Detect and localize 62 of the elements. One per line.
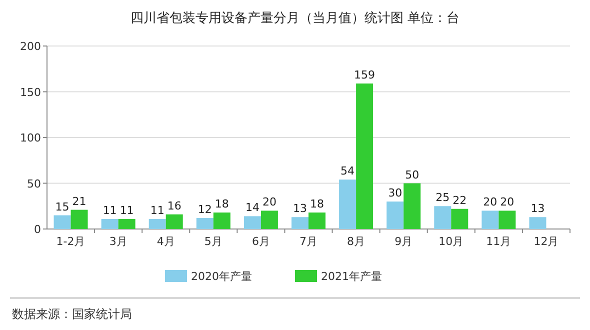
y-tick-label: 200 (20, 40, 41, 53)
y-tick-label: 50 (27, 177, 41, 190)
bar (196, 218, 214, 229)
data-label: 18 (214, 198, 229, 211)
data-label: 11 (102, 204, 117, 217)
source-note: 数据来源：国家统计局 (12, 307, 132, 321)
bar (339, 180, 356, 229)
legend-label: 2020年产量 (191, 270, 252, 283)
x-tick-label: 5月 (204, 235, 222, 248)
bar (148, 218, 166, 229)
x-tick-label: 9月 (394, 235, 413, 248)
bar (529, 217, 546, 229)
bar (308, 212, 326, 229)
bar (101, 218, 118, 229)
bar (70, 210, 88, 229)
data-label: 13 (530, 202, 545, 216)
bar (213, 212, 230, 229)
data-label: 12 (198, 203, 212, 216)
x-tick-label: 7月 (300, 235, 318, 248)
data-label: 20 (483, 196, 498, 209)
x-tick-label: 8月 (347, 235, 366, 248)
bar (386, 202, 404, 229)
y-tick-label: 100 (20, 132, 41, 144)
chart-title: 四川省包装专用设备产量分月（当月值）统计图 单位：台 (130, 11, 460, 26)
bar (244, 216, 261, 229)
data-label: 14 (245, 201, 260, 214)
x-tick-label: 10月 (438, 235, 464, 248)
bar (118, 218, 136, 229)
x-tick-label: 1-2月 (56, 235, 86, 248)
data-label: 11 (150, 204, 164, 217)
data-label: 18 (310, 198, 324, 211)
y-tick-label: 150 (20, 86, 41, 99)
bar (498, 210, 516, 229)
bar (434, 206, 452, 229)
data-label: 30 (388, 186, 402, 200)
x-tick-label: 4月 (156, 235, 175, 248)
data-label: 16 (167, 199, 182, 212)
y-tick-label: 0 (34, 223, 41, 236)
data-label: 22 (452, 194, 467, 207)
data-label: 50 (405, 168, 420, 182)
data-label: 25 (436, 191, 450, 204)
bar (451, 208, 468, 229)
data-label: 11 (120, 204, 134, 217)
bar (292, 217, 308, 229)
data-label: 20 (500, 196, 514, 209)
bar (260, 210, 278, 229)
x-tick-label: 6月 (252, 235, 270, 248)
data-label: 15 (55, 200, 70, 214)
data-label: 20 (262, 196, 276, 209)
legend-label: 2021年产量 (321, 270, 382, 283)
data-label: 54 (340, 164, 355, 178)
bar (356, 84, 374, 229)
bar (482, 210, 499, 229)
bar (404, 183, 421, 229)
data-label: 13 (293, 202, 307, 216)
x-tick-label: 11月 (486, 235, 512, 248)
data-label: 159 (354, 68, 376, 82)
x-tick-label: 12月 (534, 235, 559, 248)
bar (166, 214, 183, 229)
data-label: 21 (72, 194, 86, 208)
bar (54, 215, 71, 229)
x-tick-label: 3月 (109, 235, 128, 248)
